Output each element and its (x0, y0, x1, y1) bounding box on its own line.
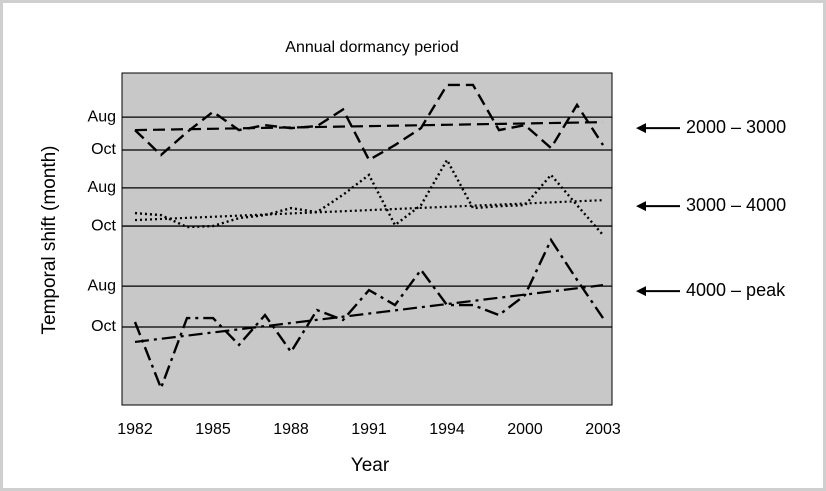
x-tick-label: 1982 (117, 421, 153, 438)
y-tick-label: Oct (91, 318, 116, 335)
y-tick-label: Oct (91, 141, 116, 158)
arrow-head (636, 201, 646, 212)
arrow-head (636, 123, 646, 134)
chart-title: Annual dormancy period (285, 39, 458, 56)
series-label: 2000 – 3000 (686, 117, 786, 137)
x-axis-label: Year (351, 455, 390, 476)
y-tick-label: Aug (88, 108, 116, 125)
data-line (133, 237, 604, 392)
y-tick-label: Aug (88, 277, 116, 294)
y-tick-label: Oct (91, 217, 116, 234)
y-tick-label: Aug (88, 179, 116, 196)
x-tick-label: 1988 (273, 421, 309, 438)
x-tick-label: 1994 (429, 421, 465, 438)
series-label: 4000 – peak (686, 280, 786, 300)
x-tick-label: 1985 (195, 421, 231, 438)
x-tick-label: 2003 (585, 421, 621, 438)
trend-line (134, 121, 604, 132)
trend-line (134, 284, 604, 344)
x-tick-label: 2000 (507, 421, 543, 438)
y-axis-label: Temporal shift (month) (39, 145, 60, 334)
series-label: 3000 – 4000 (686, 195, 786, 215)
trend-line (134, 199, 604, 222)
arrow-head (636, 286, 646, 297)
x-tick-label: 1991 (351, 421, 387, 438)
data-line (134, 157, 604, 236)
